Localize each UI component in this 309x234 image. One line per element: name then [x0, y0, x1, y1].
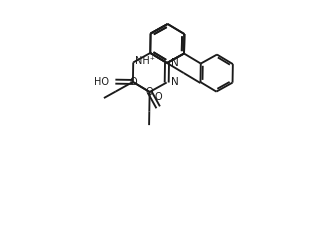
Text: NH⁺: NH⁺	[135, 56, 155, 66]
Text: N: N	[171, 58, 179, 68]
Text: N: N	[171, 77, 178, 88]
Text: O: O	[129, 77, 137, 87]
Text: O: O	[146, 87, 154, 97]
Text: O: O	[154, 92, 162, 102]
Text: HO: HO	[94, 77, 109, 87]
